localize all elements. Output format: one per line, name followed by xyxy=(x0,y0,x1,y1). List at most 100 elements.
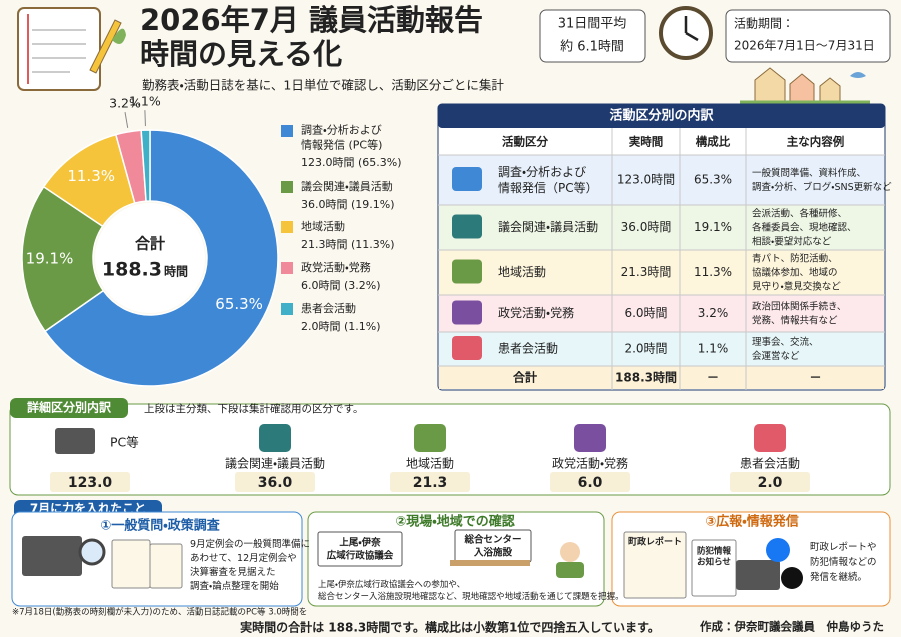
row-icon xyxy=(452,214,482,239)
panel-heading: ③広報・情報発信 xyxy=(705,514,798,530)
laptop-illustration xyxy=(736,560,780,590)
row-name: 政党活動・党務 xyxy=(498,306,574,320)
column-header: 実時間 xyxy=(629,135,664,149)
detail-label: PC等 xyxy=(110,435,139,450)
center-value: 188.3 xyxy=(102,259,162,281)
title: 2026年7月 議員活動報告 xyxy=(140,3,483,37)
row-icon xyxy=(452,259,482,284)
row-name: 患者会活動 xyxy=(498,342,558,356)
average-label: 31日間平均 xyxy=(558,17,627,32)
row-hours: 21.3時間 xyxy=(621,265,672,279)
row-name: 地域活動 xyxy=(498,265,546,279)
subtitle: 勤務表・活動日誌を基に、1日単位で確認し、活動区分ごとに集計 xyxy=(142,78,504,93)
magnifier-illustration xyxy=(78,538,106,566)
detail-label: 議会関連・議員活動 xyxy=(225,457,325,471)
row-ratio: 19.1% xyxy=(694,220,732,234)
slice-label: 19.1% xyxy=(26,249,74,267)
report-text: 町政レポート xyxy=(628,536,682,548)
slice-label: 3.2% xyxy=(109,96,141,111)
row-name: 議会関連・議員活動 xyxy=(498,220,598,234)
clock-icon xyxy=(659,6,713,60)
sign-text: 上尾・伊奈広域行政協議会 xyxy=(326,536,394,561)
detail-value: 36.0 xyxy=(258,475,293,491)
detail-value: 6.0 xyxy=(578,475,603,491)
legend-detail: 123.0時間 (65.3%) xyxy=(301,156,402,169)
slice-label: 65.3% xyxy=(215,295,263,313)
row-contents: 会派活動、各種研修、各種委員会、現地確認、相談・要望対応など xyxy=(752,207,857,247)
houses-illustration xyxy=(740,67,870,104)
row-contents: 政治団体関係手続き、党務、情報共有など xyxy=(752,300,846,326)
total-cell: － xyxy=(707,371,719,385)
title: 時間の見える化 xyxy=(140,37,342,71)
period-box xyxy=(725,9,891,63)
slice-label: 11.3% xyxy=(67,167,115,185)
legend-detail: 21.3時間 (11.3%) xyxy=(301,238,395,251)
detail-frame xyxy=(9,403,891,496)
panel-text: 上尾・伊奈広域行政協議会への参加や、総合センター入浴施設現地確認など、現地確認や… xyxy=(318,579,624,602)
center-unit: 時間 xyxy=(164,264,188,279)
document-illustration xyxy=(149,543,183,589)
sign-text: 総合センター入浴施設 xyxy=(463,533,521,558)
value-box xyxy=(550,472,630,492)
panel-text: 9月定例会の一般質問準備にあわせて、12月定例会や決算審査を見据えた調査・論点整… xyxy=(190,538,310,592)
column-header: 主な内容例 xyxy=(787,135,845,149)
leader-line xyxy=(124,112,129,128)
table-row xyxy=(439,250,884,295)
row-hours: 123.0時間 xyxy=(617,173,675,187)
legend-label: 政党活動・党務 xyxy=(301,260,371,274)
panel-heading: ②現場・地域での確認 xyxy=(395,514,514,530)
footer-author: 作成：伊奈町議会議員 仲島ゆうた xyxy=(700,620,884,634)
value-box xyxy=(235,472,315,492)
row-hours: 6.0時間 xyxy=(624,306,667,320)
period-value: 2026年7月1日～7月31日 xyxy=(734,39,875,53)
panel-heading: ①一般質問・政策調査 xyxy=(100,518,220,534)
total-cell: 188.3時間 xyxy=(615,370,677,385)
total-cell: － xyxy=(809,371,821,385)
table-title-bar xyxy=(438,104,885,128)
building-illustration xyxy=(450,560,530,566)
legend-detail: 36.0時間 (19.1%) xyxy=(301,198,395,211)
legend-label: 患者会活動 xyxy=(301,301,356,315)
detail-icon xyxy=(754,424,786,452)
legend-swatch xyxy=(281,221,293,233)
row-hours: 2.0時間 xyxy=(624,342,667,356)
detail-icon xyxy=(259,424,291,452)
slice-label: 1.1% xyxy=(129,94,161,109)
average-box xyxy=(539,9,646,63)
leader-line xyxy=(144,110,146,127)
laptop-illustration xyxy=(22,536,82,576)
notebook-icon xyxy=(17,7,126,91)
donut-slice xyxy=(140,129,151,202)
value-box xyxy=(50,472,130,492)
detail-label: 地域活動 xyxy=(406,457,454,471)
document-illustration xyxy=(111,539,151,589)
legend-label: 議会関連・議員活動 xyxy=(301,179,393,193)
donut-slice xyxy=(21,185,105,333)
row-ratio: 65.3% xyxy=(694,173,732,187)
average-value: 約 6.1時間 xyxy=(560,40,624,55)
table-title: 活動区分別の内訳 xyxy=(609,108,713,124)
table-row xyxy=(439,155,884,205)
row-icon xyxy=(452,300,482,325)
row-ratio: 1.1% xyxy=(698,342,729,356)
sign xyxy=(317,531,403,567)
row-icon xyxy=(452,336,482,360)
person-illustration xyxy=(556,562,584,578)
center-label: 合計 xyxy=(135,235,165,253)
row-ratio: 3.2% xyxy=(698,306,729,320)
legend-label: 地域活動 xyxy=(301,219,345,233)
row-name: 調査・分析および情報発信（PC等） xyxy=(498,165,598,195)
detail-tab xyxy=(10,398,128,418)
value-box xyxy=(730,472,810,492)
detail-icon xyxy=(574,424,606,452)
person-illustration xyxy=(560,542,580,562)
legend-swatch xyxy=(281,181,293,193)
row-contents: 理事会、交流、会運営など xyxy=(752,336,819,362)
legend-label: 調査・分析および情報発信 (PC等) xyxy=(301,123,382,152)
table-total xyxy=(439,366,884,389)
legend-swatch xyxy=(281,262,293,274)
donut-center xyxy=(95,203,205,313)
detail-label: 患者会活動 xyxy=(740,457,800,471)
